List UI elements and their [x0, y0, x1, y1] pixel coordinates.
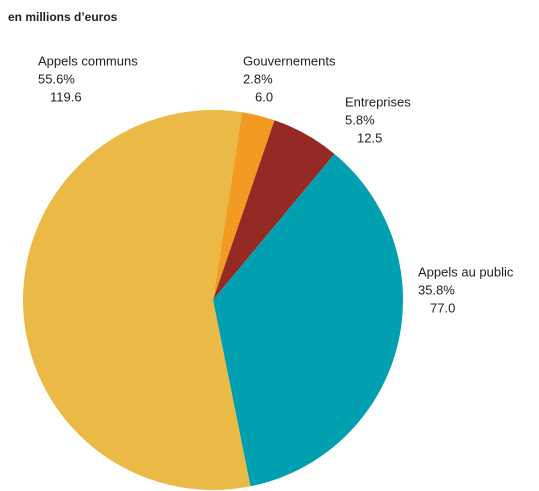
chart-subtitle: en millions d’euros: [8, 10, 118, 24]
slice-label: Appels au public: [418, 264, 514, 279]
slice-amount: 6.0: [255, 89, 273, 104]
slice-label: Entreprises: [345, 94, 411, 109]
slice-percent: 5.8%: [345, 112, 375, 127]
pie-slice: [23, 109, 251, 490]
slice-percent: 2.8%: [243, 71, 273, 86]
slice-amount: 12.5: [357, 130, 382, 145]
slice-percent: 55.6%: [38, 71, 75, 86]
slice-label: Appels communs: [38, 53, 138, 68]
slice-percent: 35.8%: [418, 282, 455, 297]
slice-label: Gouvernements: [243, 53, 336, 68]
pie-slice: [213, 112, 275, 301]
slice-amount: 119.6: [50, 89, 82, 104]
pie-slice: [213, 120, 335, 300]
pie-slice: [213, 153, 403, 487]
slice-amount: 77.0: [430, 300, 455, 315]
